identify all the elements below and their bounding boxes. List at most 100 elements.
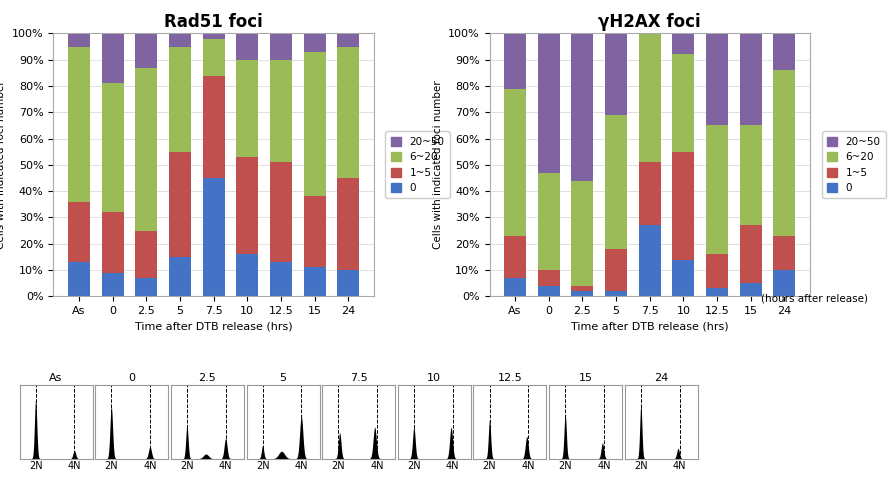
Bar	[203, 33, 224, 39]
Text: 15: 15	[578, 373, 593, 383]
Bar	[303, 33, 326, 52]
Text: 4N: 4N	[370, 461, 384, 471]
Text: 4N: 4N	[68, 461, 81, 471]
Legend: 20~50, 6~20, 1~5, 0: 20~50, 6~20, 1~5, 0	[821, 131, 886, 198]
Bar	[639, 226, 660, 296]
Text: 4N: 4N	[673, 461, 686, 471]
Bar	[169, 152, 190, 257]
Bar	[337, 178, 360, 270]
Bar	[270, 33, 292, 60]
Bar	[538, 173, 560, 270]
Bar	[303, 268, 326, 296]
Bar	[706, 254, 728, 288]
Bar	[706, 126, 728, 254]
Bar	[270, 60, 292, 162]
Bar	[203, 76, 224, 178]
Bar	[270, 163, 292, 262]
Text: 2N: 2N	[28, 461, 43, 471]
Bar	[504, 236, 526, 278]
Bar	[101, 33, 124, 83]
Bar	[773, 70, 796, 236]
Text: 4N: 4N	[597, 461, 611, 471]
Bar	[673, 152, 694, 260]
Bar	[538, 270, 560, 286]
Bar	[605, 33, 627, 115]
Bar	[706, 288, 728, 296]
Bar	[639, 162, 660, 226]
Text: 2N: 2N	[634, 461, 648, 471]
Text: 0: 0	[128, 373, 135, 383]
Bar	[135, 231, 158, 278]
Text: 2N: 2N	[407, 461, 421, 471]
Bar	[504, 278, 526, 296]
Y-axis label: Cells with indicated foci number: Cells with indicated foci number	[0, 81, 6, 249]
Bar	[68, 47, 90, 202]
Bar	[169, 257, 190, 296]
Bar	[270, 262, 292, 296]
Text: 4N: 4N	[143, 461, 157, 471]
Text: 4N: 4N	[219, 461, 232, 471]
Bar	[101, 83, 124, 212]
Text: 24: 24	[654, 373, 668, 383]
Text: (hours after release): (hours after release)	[761, 293, 868, 304]
Bar	[135, 278, 158, 296]
Text: 2N: 2N	[104, 461, 118, 471]
Text: As: As	[49, 373, 63, 383]
Bar	[237, 33, 258, 60]
Bar	[135, 33, 158, 67]
Bar	[605, 115, 627, 249]
Text: 7.5: 7.5	[350, 373, 368, 383]
Bar	[169, 33, 190, 47]
Bar	[169, 47, 190, 152]
Bar	[337, 33, 360, 47]
Text: 2N: 2N	[331, 461, 345, 471]
Y-axis label: Cells with indicated foci number: Cells with indicated foci number	[433, 81, 442, 249]
Text: 2N: 2N	[482, 461, 497, 471]
Bar	[101, 272, 124, 296]
X-axis label: Time after DTB release (hrs): Time after DTB release (hrs)	[134, 322, 293, 332]
Title: Rad51 foci: Rad51 foci	[165, 12, 263, 31]
Bar	[673, 33, 694, 54]
Bar	[740, 283, 762, 296]
Bar	[673, 54, 694, 152]
Bar	[303, 52, 326, 196]
Text: 2N: 2N	[180, 461, 194, 471]
Bar	[773, 33, 796, 70]
Title: γH2AX foci: γH2AX foci	[598, 12, 701, 31]
Legend: 20~50, 6~20, 1~5, 0: 20~50, 6~20, 1~5, 0	[385, 131, 449, 198]
Bar	[740, 33, 762, 126]
Bar	[773, 236, 796, 270]
Bar	[303, 196, 326, 268]
Text: 2.5: 2.5	[198, 373, 216, 383]
Bar	[68, 202, 90, 262]
Text: 4N: 4N	[295, 461, 308, 471]
Bar	[571, 33, 594, 181]
Text: 12.5: 12.5	[498, 373, 522, 383]
Bar	[605, 291, 627, 296]
Bar	[538, 286, 560, 296]
Bar	[237, 254, 258, 296]
X-axis label: Time after DTB release (hrs): Time after DTB release (hrs)	[570, 322, 729, 332]
Bar	[237, 60, 258, 157]
Bar	[337, 270, 360, 296]
Bar	[773, 270, 796, 296]
Bar	[135, 68, 158, 231]
Bar	[237, 157, 258, 254]
Bar	[639, 0, 660, 162]
Bar	[571, 291, 594, 296]
Text: 2N: 2N	[255, 461, 270, 471]
Bar	[740, 125, 762, 226]
Text: 2N: 2N	[558, 461, 572, 471]
Text: 5: 5	[279, 373, 287, 383]
Bar	[68, 33, 90, 47]
Bar	[337, 47, 360, 178]
Text: 10: 10	[427, 373, 441, 383]
Bar	[605, 249, 627, 291]
Bar	[203, 178, 224, 296]
Bar	[538, 33, 560, 173]
Bar	[504, 33, 526, 89]
Bar	[101, 212, 124, 272]
Bar	[203, 39, 224, 76]
Text: 4N: 4N	[446, 461, 459, 471]
Bar	[706, 33, 728, 126]
